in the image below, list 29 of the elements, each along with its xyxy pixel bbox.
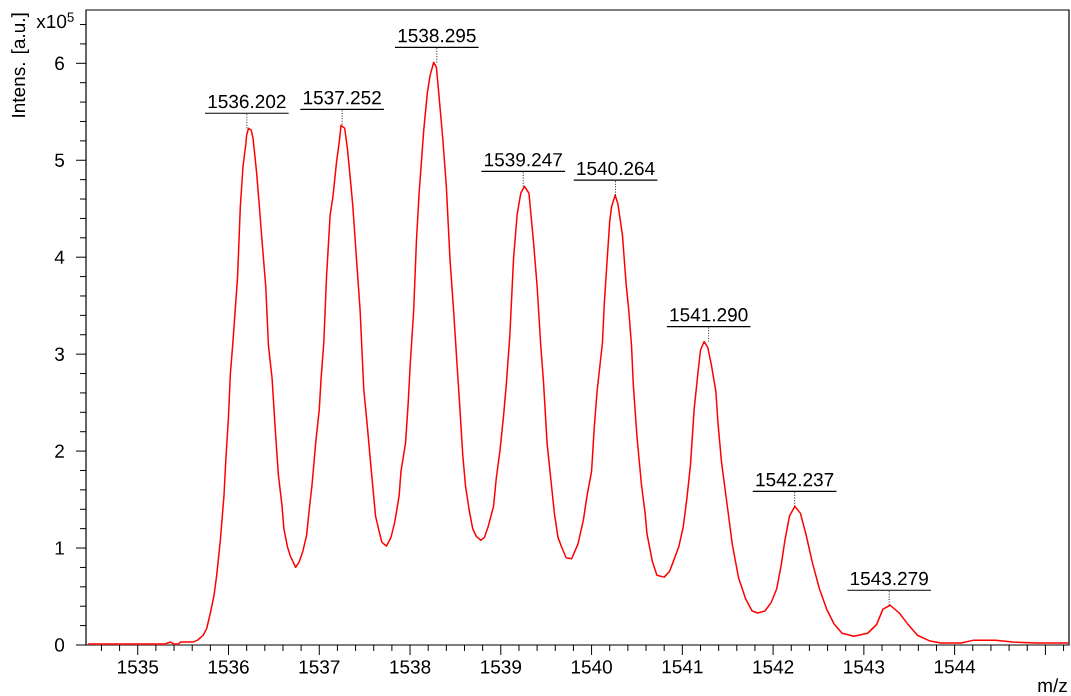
y-tick-label: 6: [55, 56, 64, 71]
x-tick-label: 1542: [753, 660, 794, 674]
x-tick-label: 1538: [390, 660, 431, 674]
annotation: 1538.295: [398, 28, 476, 43]
line-series: [87, 61, 1069, 645]
y-tick-label: 1: [55, 541, 64, 555]
x-tick-label: 1541: [662, 660, 703, 674]
annotation: 1543.279: [851, 571, 928, 586]
x-tick-label: 1540: [571, 660, 612, 674]
y-tick-label: 4: [54, 250, 65, 264]
x-tick-label: 1535: [118, 660, 159, 674]
annotation: 1536.202: [208, 94, 286, 109]
y-tick-label: 0: [55, 638, 65, 652]
y-tick-label: 3: [54, 347, 64, 361]
y-axis-title: Intens. [a.u.]: [11, 13, 29, 117]
x-tick-label: 1543: [844, 660, 885, 674]
x-tick-label: 1539: [481, 660, 522, 674]
x-tick-label: 1544: [934, 660, 976, 674]
x-tick-label: 1536: [208, 660, 249, 674]
annotation: 1542.237: [756, 472, 834, 487]
annotation: 1541.290: [670, 308, 748, 322]
y-tick-label: 5: [55, 153, 65, 167]
annotation: 1539.247: [485, 152, 562, 167]
text: x10$^{5}$: [36, 12, 74, 29]
annotation: 1537.252: [303, 90, 381, 105]
x-axis-title: m/z: [1038, 678, 1067, 693]
x-tick-label: 1537: [299, 660, 340, 674]
y-tick-label: 2: [55, 444, 64, 458]
annotation: 1540.264: [577, 161, 655, 176]
